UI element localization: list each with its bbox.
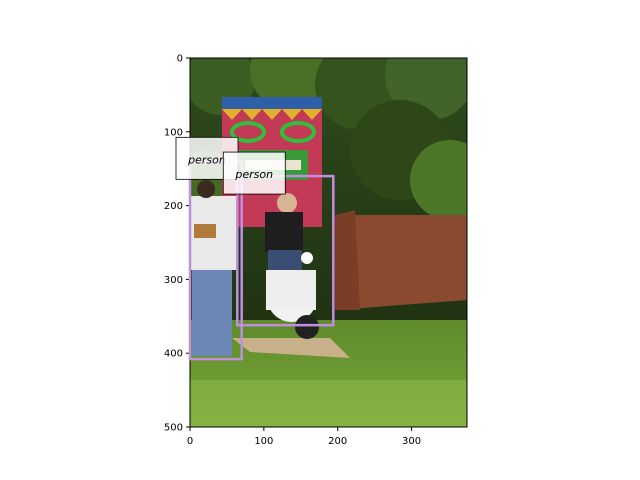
photo-image bbox=[190, 58, 467, 427]
x-tick-label: 0 bbox=[187, 436, 193, 447]
y-tick-label: 0 bbox=[177, 54, 183, 65]
x-tick-label: 200 bbox=[328, 436, 347, 447]
detection-label: person bbox=[187, 153, 226, 166]
y-tick-label: 300 bbox=[164, 275, 183, 286]
y-tick-label: 100 bbox=[164, 127, 183, 138]
detection-label-box bbox=[222, 151, 286, 195]
detection-boxes: person person bbox=[175, 136, 335, 361]
detection-label: person bbox=[234, 168, 273, 181]
y-tick-label: 500 bbox=[164, 423, 183, 434]
x-tick-label: 300 bbox=[402, 436, 421, 447]
x-axis: 0 100 200 300 bbox=[187, 427, 421, 447]
y-tick-label: 400 bbox=[164, 349, 183, 360]
y-tick-label: 200 bbox=[164, 201, 183, 212]
y-axis: 0 100 200 300 400 500 bbox=[164, 54, 190, 434]
x-tick-label: 100 bbox=[254, 436, 273, 447]
